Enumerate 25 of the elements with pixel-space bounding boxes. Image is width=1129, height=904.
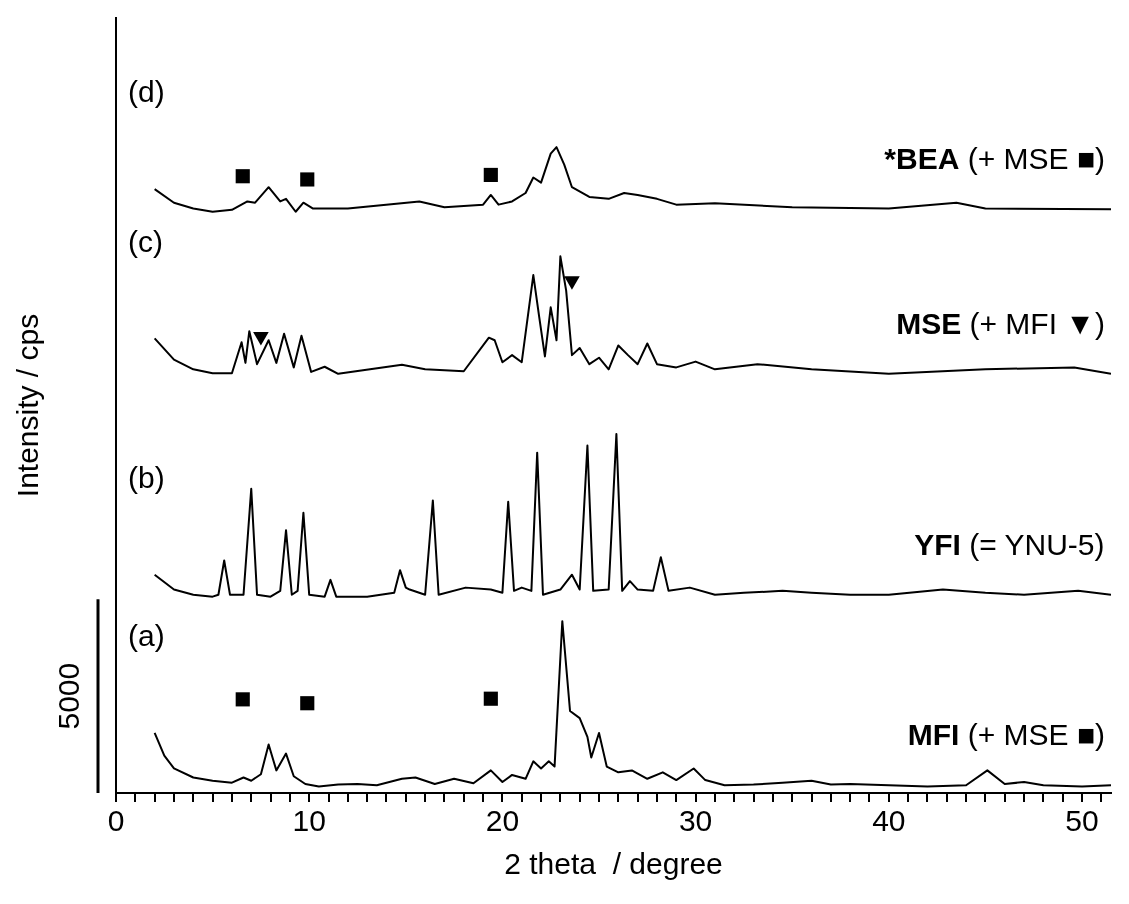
- point: [235, 169, 250, 184]
- point: [564, 276, 580, 290]
- annotation: (b): [128, 460, 165, 494]
- point: [235, 692, 250, 707]
- x-tick-label: 0: [107, 804, 125, 838]
- text: (d): [128, 75, 165, 109]
- series-label: YFI (= YNU-5): [914, 527, 1105, 561]
- series-label: *BEA (+ MSE ■): [884, 142, 1106, 176]
- point: [253, 331, 269, 346]
- series-label: MFI (+ MSE ■): [907, 718, 1106, 752]
- text: 5000: [52, 662, 86, 730]
- point: [483, 691, 498, 706]
- x-tick-label: 30: [678, 804, 713, 838]
- series-label: MSE (+ MFI ▼): [896, 306, 1106, 340]
- y-axis-title: Intensity / cps: [11, 313, 45, 498]
- point: [300, 696, 315, 711]
- x-axis-title: 2 theta / degree: [504, 847, 723, 881]
- point: [300, 172, 315, 187]
- x-tick-label: 40: [872, 804, 906, 838]
- x-tick-label: 10: [292, 804, 326, 838]
- annotation: (a): [128, 619, 165, 653]
- x-tick-label: 20: [485, 804, 520, 838]
- annotation: (c): [128, 224, 163, 258]
- x-tick-label: 50: [1065, 804, 1099, 838]
- point: [483, 167, 498, 183]
